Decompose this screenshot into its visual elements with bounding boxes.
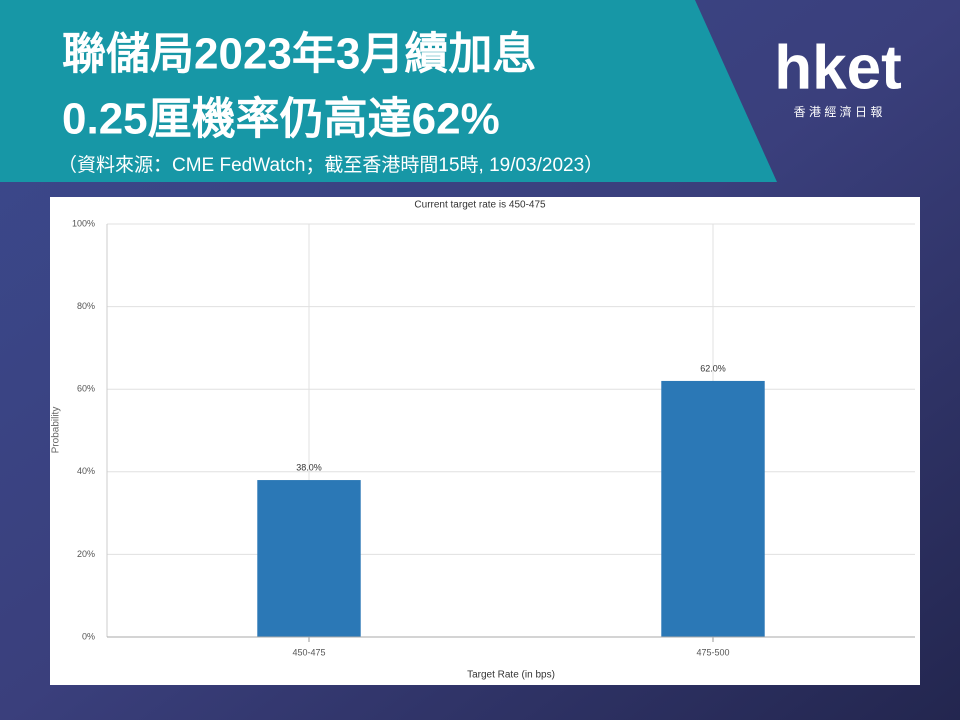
chart-panel — [50, 197, 920, 685]
title-line: 0.25厘機率仍高達62% — [62, 95, 500, 144]
title-banner — [0, 0, 777, 182]
y-tick-label: 20% — [77, 549, 95, 559]
value-label: 62.0% — [700, 363, 726, 373]
logo-tagline: 香 港 經 濟 日 報 — [794, 104, 883, 119]
bar — [661, 380, 765, 637]
chart-title: Current target rate is 450-475 — [414, 200, 546, 211]
bar — [257, 480, 361, 637]
value-label: 38.0% — [296, 462, 322, 472]
title-line: 聯儲局2023年3月續加息 — [62, 30, 536, 79]
y-tick-label: 100% — [72, 218, 95, 228]
x-tick-label: 475-500 — [696, 647, 729, 657]
y-tick-label: 0% — [82, 631, 95, 641]
logo-name: hket — [774, 33, 901, 102]
source-note: （資料來源：CME FedWatch；截至香港時間15時, 19/03/2023… — [58, 154, 603, 176]
y-tick-label: 60% — [77, 384, 95, 394]
y-tick-label: 80% — [77, 301, 95, 311]
y-tick-label: 40% — [77, 466, 95, 476]
x-axis-label: Target Rate (in bps) — [467, 670, 555, 681]
y-axis-label: Probability — [51, 407, 62, 454]
x-tick-label: 450-475 — [292, 647, 325, 657]
